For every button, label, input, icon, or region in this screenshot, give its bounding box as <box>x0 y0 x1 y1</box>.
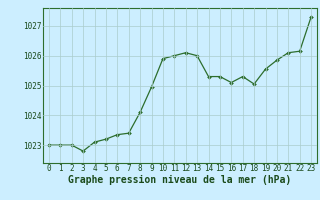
X-axis label: Graphe pression niveau de la mer (hPa): Graphe pression niveau de la mer (hPa) <box>68 175 292 185</box>
